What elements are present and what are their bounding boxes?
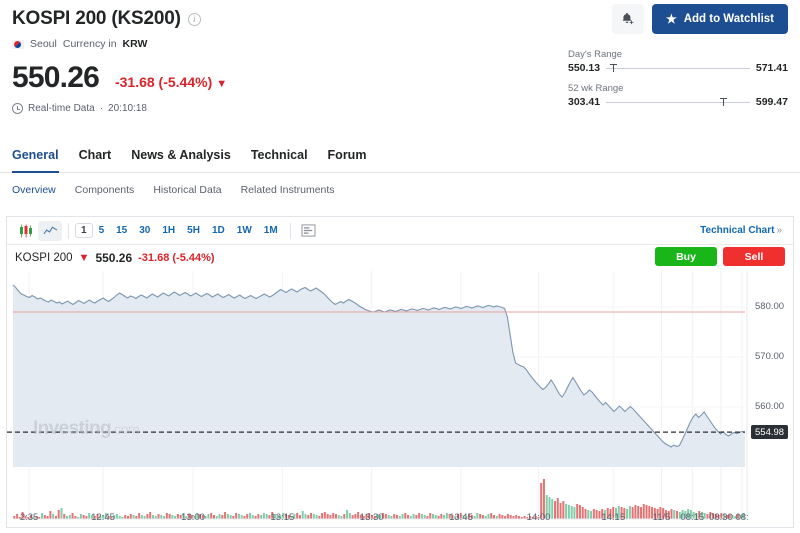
timeframe-1w[interactable]: 1W: [236, 225, 252, 236]
time-tick-14-00: 14:00: [526, 512, 551, 523]
week52-range-block: 52 wk Range 303.41 599.47: [568, 83, 788, 108]
caret-down-icon: ▼: [216, 78, 228, 90]
timeframe-5[interactable]: 5: [98, 225, 105, 236]
last-price: 550.26: [12, 61, 100, 94]
add-to-watchlist-label: Add to Watchlist: [683, 13, 774, 25]
main-navigation: General Chart News & Analysis Technical …: [0, 147, 800, 173]
buy-button[interactable]: Buy: [655, 247, 717, 266]
timeframe-1h[interactable]: 1H: [162, 225, 176, 236]
tab-news-analysis[interactable]: News & Analysis: [131, 148, 231, 162]
subnav-items: Overview Components Historical Data Rela…: [0, 184, 800, 196]
nav-tabs: General Chart News & Analysis Technical …: [0, 147, 800, 173]
bell-plus-icon: [623, 12, 634, 25]
time-tick-13-30: 13:30: [359, 512, 384, 523]
time-tick-13-45: 13:45: [449, 512, 473, 523]
line-chart-icon[interactable]: [38, 220, 62, 241]
current-price-tag: 554.98: [751, 425, 789, 440]
price-row: 550.26 -31.68 (-5.44%) ▼: [12, 61, 788, 95]
technical-chart-label: Technical Chart: [700, 225, 775, 236]
instrument-meta: Seoul Currency in KRW: [12, 38, 788, 50]
currency-prefix-label: Currency in: [62, 38, 117, 50]
chart-legend: KOSPI 200 ▼ 550.26 -31.68 (-5.44%) Buy S…: [7, 245, 793, 271]
chart-legend-name: KOSPI 200: [15, 252, 73, 264]
price-tick-580.00: 580.00: [755, 301, 785, 312]
technical-chart-link[interactable]: Technical Chart»: [700, 225, 786, 236]
days-range-low: 550.13: [568, 62, 601, 74]
chart-plot-area[interactable]: Investing.com 580.00 570.00 560.00 554.98 2…: [7, 271, 793, 525]
tab-chart[interactable]: Chart: [78, 148, 112, 162]
time-tick-08-15: 08:15: [680, 512, 705, 523]
chart-legend-change: -31.68 (-5.44%): [138, 252, 215, 264]
time-tick-13-15: 13:15: [270, 512, 295, 523]
price-tick-570.00: 570.00: [755, 351, 785, 362]
add-to-watchlist-button[interactable]: ★ Add to Watchlist: [651, 4, 788, 34]
instrument-header: KOSPI 200 (KS200) i Seoul Currency in KR…: [0, 0, 800, 114]
header-actions: ★ Add to Watchlist Day's Range 550.13 57…: [568, 4, 788, 108]
days-range-track: [606, 63, 750, 73]
korea-flag-icon: [12, 39, 24, 49]
timeframe-5h[interactable]: 5H: [187, 225, 200, 236]
timeframe-1m[interactable]: 1M: [263, 225, 278, 236]
tab-forum[interactable]: Forum: [327, 148, 367, 162]
exchange-label: Seoul: [30, 38, 57, 50]
chart-legend-price: 550.26: [95, 251, 133, 265]
tab-general[interactable]: General: [12, 148, 59, 173]
time-tick-14-15: 14:15: [601, 512, 626, 523]
realtime-status: Real-time Data · 20:10:18: [12, 103, 788, 114]
toolbar-divider: [68, 222, 69, 239]
realtime-separator: ·: [99, 103, 104, 114]
week52-range-track: [606, 97, 750, 107]
price-change-value: -31.68 (-5.44%): [114, 74, 213, 90]
time-tick-12-45: 12:45: [91, 512, 115, 523]
subtab-overview[interactable]: Overview: [12, 184, 56, 196]
time-tick-08-: 08:: [735, 512, 749, 523]
week52-range-low: 303.41: [568, 96, 601, 108]
info-icon[interactable]: i: [187, 12, 201, 26]
timeframe-1[interactable]: 1: [75, 223, 93, 238]
page-title: KOSPI 200 (KS200): [12, 8, 181, 29]
week52-range-marker: [719, 97, 727, 106]
tab-technical[interactable]: Technical: [250, 148, 308, 162]
week52-range-label: 52 wk Range: [568, 83, 624, 94]
time-tick-13-00: 13:00: [181, 512, 205, 523]
realtime-label: Real-time Data: [28, 103, 95, 114]
realtime-timestamp: 20:10:18: [108, 103, 147, 114]
price-change: -31.68 (-5.44%) ▼: [115, 74, 227, 90]
price-volume-chart: [7, 271, 748, 520]
days-range-block: Day's Range 550.13 571.41: [568, 49, 788, 74]
time-tick-2-35: 2:35: [19, 512, 39, 523]
timeframe-1d[interactable]: 1D: [211, 225, 225, 236]
chart-panel: 1 5 15 30 1H 5H 1D 1W 1M Technical Chart…: [6, 216, 794, 528]
timeframe-30[interactable]: 30: [139, 225, 151, 236]
chart-legend-arrow-icon: ▼: [78, 252, 90, 264]
days-range-marker: [610, 63, 618, 72]
chart-toolbar: 1 5 15 30 1H 5H 1D 1W 1M Technical Chart…: [7, 217, 793, 245]
timeframe-15[interactable]: 15: [116, 225, 128, 236]
trade-buttons: Buy Sell: [655, 247, 785, 266]
sub-navigation: Overview Components Historical Data Rela…: [0, 184, 800, 196]
time-tick-11-5: 11/5: [652, 512, 671, 523]
days-range-label: Day's Range: [568, 49, 623, 60]
chart-settings-icon[interactable]: [297, 221, 321, 241]
toolbar-divider-2: [289, 222, 291, 239]
subtab-related-instruments[interactable]: Related Instruments: [240, 184, 335, 196]
sell-button[interactable]: Sell: [723, 247, 785, 266]
create-alert-button[interactable]: [611, 4, 644, 34]
subtab-historical-data[interactable]: Historical Data: [153, 184, 222, 196]
star-icon: ★: [665, 12, 677, 26]
price-tick-560.00: 560.00: [755, 401, 785, 412]
currency-code: KRW: [122, 38, 148, 50]
candlestick-chart-icon[interactable]: [14, 221, 38, 241]
week52-range-line: 303.41 599.47: [568, 96, 788, 108]
days-range-line: 550.13 571.41: [568, 62, 788, 74]
time-tick-08-30: 08:30: [708, 512, 733, 523]
subtab-components[interactable]: Components: [74, 184, 135, 196]
clock-icon: [12, 103, 23, 114]
title-row: KOSPI 200 (KS200) i: [12, 8, 788, 30]
days-range-high: 571.41: [755, 62, 788, 74]
week52-range-high: 599.47: [755, 96, 788, 108]
chevron-right-icon: »: [776, 225, 782, 236]
header-buttons: ★ Add to Watchlist: [568, 4, 788, 34]
